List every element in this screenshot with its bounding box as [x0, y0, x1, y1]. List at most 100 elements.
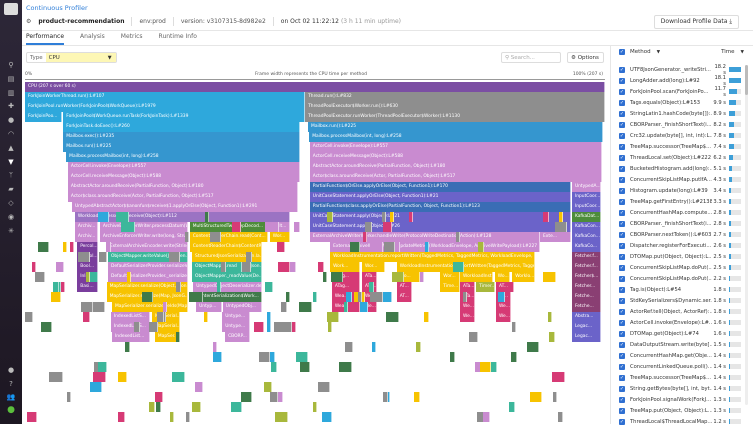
flame-frame[interactable]: ForkJoinPool$WorkQueue.runTask(ForkJoinT… — [63, 112, 306, 122]
flame-frame[interactable]: WorkloadInstrumentation.reportWritten(Ta… — [396, 262, 535, 272]
flame-frame[interactable]: UnitCaseStatement.applyOrElse(Object, Fu… — [309, 192, 571, 202]
flame-frame[interactable]: Mailbox.processMailbox(int, long):L#258 — [309, 132, 604, 142]
flame-frame[interactable] — [90, 302, 105, 312]
flame-frame[interactable] — [48, 372, 63, 382]
security-icon[interactable]: ◇ — [8, 199, 14, 207]
flame-frame[interactable]: ObjectMapper._readValue(De... — [192, 272, 263, 282]
search-input[interactable]: ⚲ Search... — [501, 52, 561, 63]
flame-frame[interactable] — [327, 312, 339, 322]
flame-frame[interactable]: We... — [460, 302, 476, 312]
flame-frame[interactable] — [83, 312, 91, 322]
method-row[interactable]: ✓ Tag.is(Object):L#54 1.8 s — [619, 284, 744, 295]
flame-frame[interactable] — [549, 332, 556, 342]
flame-frame[interactable]: DefaultSerializerProvider.serializeV... — [107, 262, 188, 272]
flame-frame[interactable] — [392, 272, 405, 282]
flame-frame[interactable] — [357, 292, 362, 302]
flame-frame[interactable] — [557, 412, 563, 422]
flame-frame[interactable] — [191, 402, 201, 412]
flame-frame[interactable]: InputCoor... — [571, 202, 601, 212]
flame-frame[interactable] — [277, 242, 286, 252]
flame-frame[interactable] — [369, 242, 384, 252]
flame-frame[interactable]: UntypedAbstractActor$$anonfun$receive$1.… — [71, 202, 299, 212]
flame-frame[interactable]: AT... — [396, 292, 412, 302]
method-checkbox[interactable]: ✓ — [619, 99, 625, 106]
flame-frame[interactable] — [121, 222, 135, 232]
flame-frame[interactable] — [77, 252, 90, 262]
flame-frame[interactable] — [383, 222, 392, 232]
method-checkbox[interactable]: ✓ — [619, 88, 625, 95]
flame-frame[interactable] — [38, 242, 50, 252]
method-checkbox[interactable]: ✓ — [619, 242, 625, 249]
select-all-checkbox[interactable]: ✓ — [619, 49, 625, 55]
method-checkbox[interactable]: ✓ — [619, 352, 625, 359]
flame-frame[interactable] — [134, 322, 140, 332]
flame-frame[interactable]: Wo... — [396, 272, 420, 282]
flame-frame[interactable] — [331, 272, 344, 282]
method-row[interactable]: ✓ TreeMap.getFirstEntry():L#2138 3.3 s — [619, 196, 744, 207]
flame-frame[interactable]: ThreadPoolExecutor$Worker.run():L#630 — [305, 102, 605, 112]
flame-frame[interactable]: CPU (207 s over 60 s) — [25, 82, 605, 92]
method-checkbox[interactable]: ✓ — [619, 209, 625, 216]
flame-frame[interactable]: Archiv... — [74, 222, 99, 232]
method-row[interactable]: ✓ DTOMap.put(Object, Object):L... 2.5 s — [619, 251, 744, 262]
flame-frame[interactable]: Wor... — [361, 262, 385, 272]
flame-frame[interactable] — [168, 252, 181, 262]
method-checkbox[interactable]: ✓ — [619, 297, 625, 304]
flame-frame[interactable] — [294, 222, 300, 232]
tab-runtime-info[interactable]: Runtime Info — [158, 33, 197, 40]
flame-frame[interactable] — [52, 282, 59, 292]
flame-frame[interactable] — [266, 322, 271, 332]
flame-frame[interactable] — [156, 402, 161, 412]
flame-frame[interactable]: KafkaDat... — [571, 212, 601, 222]
time-column-header[interactable]: Time — [721, 49, 735, 55]
flame-frame[interactable] — [552, 392, 558, 402]
flame-frame[interactable] — [450, 352, 455, 362]
flame-frame[interactable]: ForkJoinPool.runWorker(ForkJoinPool$Work… — [25, 102, 306, 112]
infrastructure-icon[interactable]: ▥ — [7, 89, 15, 97]
flame-frame[interactable] — [266, 312, 271, 322]
flame-frame[interactable]: ActorCell.invoke(Envelope):L#557 — [67, 162, 300, 172]
flame-frame[interactable] — [205, 212, 210, 222]
flame-frame[interactable] — [344, 342, 353, 352]
method-checkbox[interactable]: ✓ — [619, 77, 625, 84]
flame-frame[interactable] — [317, 382, 331, 392]
flame-frame[interactable] — [264, 282, 274, 292]
method-checkbox[interactable]: ✓ — [619, 308, 625, 315]
flame-frame[interactable]: ObjectMapper.readValue(Json... — [192, 262, 263, 272]
chevron-down-icon[interactable]: ▼ — [656, 49, 661, 55]
flame-frame[interactable]: ActorCell.invoke(Envelope):L#557 — [309, 142, 603, 152]
flame-frame[interactable] — [27, 412, 37, 422]
method-row[interactable]: ✓ BucketedHistogram.add(long):... 5.1 s — [619, 163, 744, 174]
flame-frame[interactable] — [271, 362, 278, 372]
flame-frame[interactable]: ForkJoinWorkerThread.run():L#107 — [25, 92, 306, 102]
flame-frame[interactable]: Mailbox.processMailbox(int, long):L#258 — [66, 152, 300, 162]
flame-frame[interactable]: Exte... — [540, 232, 571, 242]
flame-frame[interactable] — [170, 412, 175, 422]
flame-frame[interactable] — [281, 322, 293, 332]
flame-frame[interactable] — [424, 312, 429, 322]
flame-frame[interactable] — [160, 312, 165, 322]
notebooks-icon[interactable]: ▰ — [8, 185, 14, 193]
flame-frame[interactable] — [203, 312, 208, 322]
flame-frame[interactable]: ExternalArchiveEncoder.write(String... — [106, 242, 188, 252]
flame-frame[interactable] — [195, 382, 203, 392]
method-checkbox[interactable]: ✓ — [619, 176, 625, 183]
flame-frame[interactable]: Timer... — [476, 282, 495, 292]
flame-frame[interactable] — [117, 412, 126, 422]
flame-frame[interactable]: KafkaCon... — [571, 232, 601, 242]
datadog-logo-icon[interactable] — [4, 3, 18, 15]
flame-frame[interactable]: Actor$class.aroundReceive(Actor, Partial… — [309, 172, 603, 182]
flame-frame[interactable]: IndexedList... — [112, 332, 150, 342]
flame-frame[interactable] — [368, 282, 375, 292]
method-row[interactable]: ✓ ConcurrentSkipListMap.doPut(... 2.5 s — [619, 262, 744, 273]
flame-frame[interactable] — [362, 232, 367, 242]
flame-frame[interactable] — [148, 322, 159, 332]
flame-frame[interactable] — [477, 242, 484, 252]
flame-frame[interactable]: ATa... — [460, 292, 476, 302]
flame-frame[interactable]: Untype... — [222, 312, 251, 322]
flame-frame[interactable] — [558, 212, 563, 222]
method-checkbox[interactable]: ✓ — [619, 385, 625, 392]
flame-frame[interactable] — [370, 292, 383, 302]
flame-frame[interactable] — [59, 282, 65, 292]
flame-frame[interactable] — [346, 292, 352, 302]
